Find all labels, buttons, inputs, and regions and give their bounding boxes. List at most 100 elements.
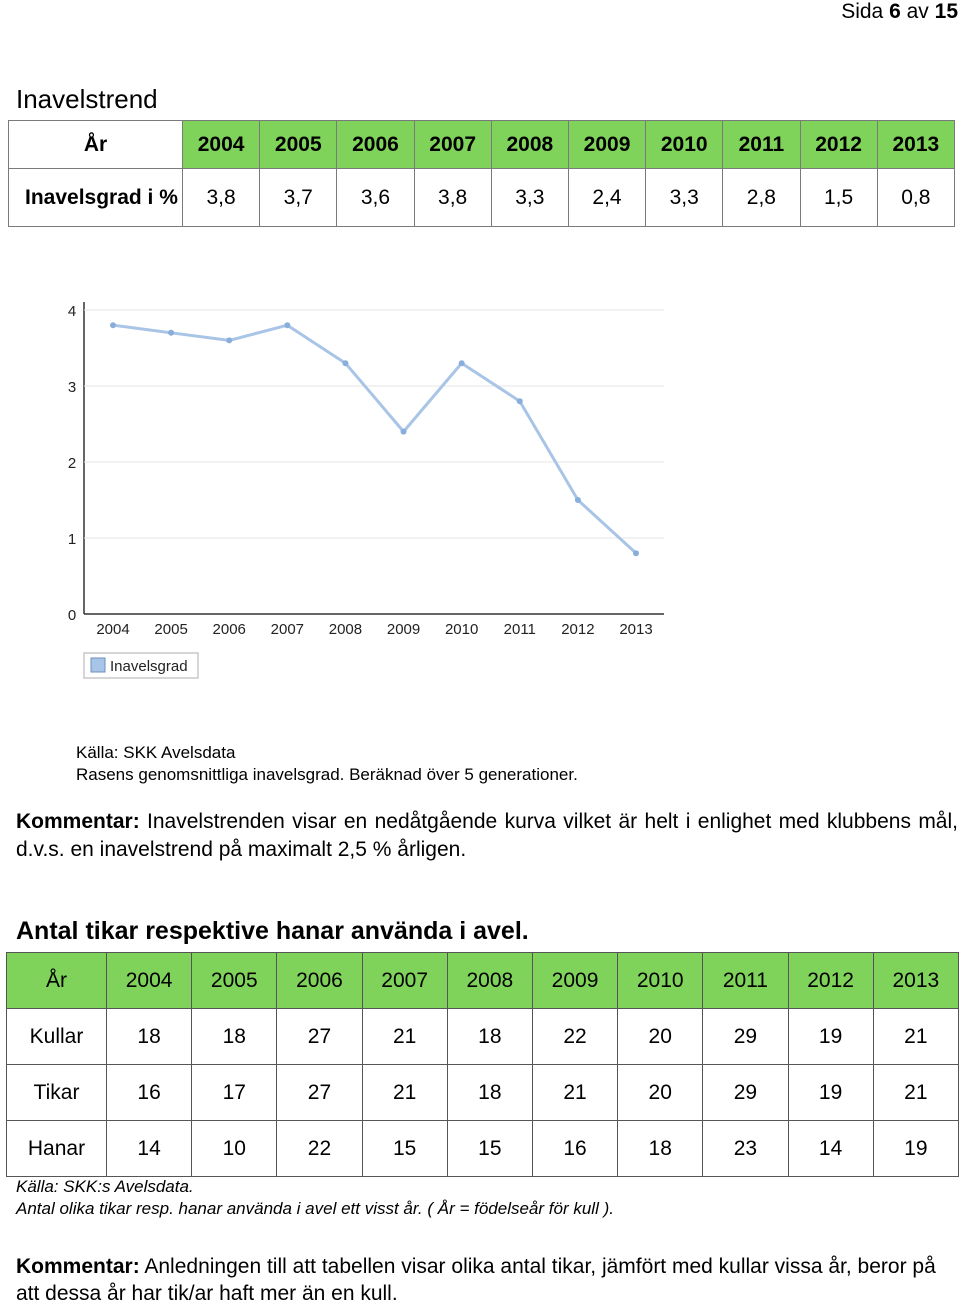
value-cell: 21 [872,1008,960,1065]
inbreeding-value-row: Inavelsgrad i % 3,8 3,7 3,6 3,8 3,3 2,4 3,3 2,8… [8,168,956,227]
comment-1: Kommentar: Inavelstrenden visar en nedåt… [16,808,958,864]
data-point [226,337,233,344]
value-cell: 3,3 [490,168,569,227]
y-tick-label: 0 [68,607,76,624]
value-cell: 18 [446,1064,533,1121]
x-tick-label: 2011 [504,621,536,638]
page-prefix: Sida [841,0,884,23]
data-point [342,360,349,367]
value-cell: 3,8 [181,168,261,227]
y-tick-label: 1 [68,531,76,548]
data-point [516,398,523,405]
page-current: 6 [889,0,901,23]
table-row: Hanar 14 10 22 15 15 16 18 23 14 19 [6,1120,960,1177]
value-cell: 10 [191,1120,278,1177]
data-point [633,550,639,557]
value-cell: 14 [787,1120,874,1177]
year-cell: 2011 [722,120,801,169]
value-cell: 0,8 [876,168,956,227]
source-line: Källa: SKK:s Avelsdata. [16,1177,194,1196]
year-header: År [8,120,183,169]
value-cell: 17 [191,1064,278,1121]
section-title-avel: Antal tikar respektive hanar använda i a… [16,917,529,945]
value-cell: 14 [105,1120,193,1177]
year-cell: 2012 [787,952,874,1009]
value-cell: 21 [872,1064,960,1121]
value-cell: 21 [361,1008,448,1065]
comment-text: Anledningen till att tabellen visar olik… [16,1255,936,1305]
value-cell: 29 [702,1008,789,1065]
value-cell: 27 [276,1064,363,1121]
value-cell: 21 [531,1064,619,1121]
value-cell: 22 [276,1120,363,1177]
series-line [112,323,638,555]
x-tick-label: 2013 [619,621,652,638]
data-point [574,497,581,503]
value-cell: 23 [702,1120,789,1177]
legend-box [83,652,199,679]
year-cell: 2013 [876,120,956,169]
value-cell: 29 [702,1064,789,1121]
value-cell: 20 [617,1064,704,1121]
legend-swatch [90,657,106,673]
data-point [458,360,465,367]
data-point [168,329,175,336]
y-tick-label: 4 [68,303,76,320]
inbreeding-row-label: Inavelsgrad i % [8,168,183,227]
value-cell: 27 [276,1008,363,1065]
breeding-table: År 2004 2005 2006 2007 2008 2009 2010 2011 2012 2… [6,952,960,1177]
value-cell: 2,4 [567,168,647,227]
source-note-1: Källa: SKK Avelsdata Rasens genomsnittli… [76,742,578,786]
x-tick-label: 2005 [154,621,187,638]
year-cell: 2004 [105,952,193,1009]
year-header: År [6,952,107,1009]
year-cell: 2004 [181,120,261,169]
inbreeding-line-chart: 0 1 2 3 4 2004 2005 2006 2007 2008 2009 2010 2011 201… [68,302,664,679]
data-point [110,322,116,329]
value-cell: 2,8 [722,168,801,227]
comment-2: Kommentar: Anledningen till att tabellen… [16,1253,958,1307]
row-label: Kullar [6,1008,107,1065]
source-description: Rasens genomsnittliga inavelsgrad. Beräk… [76,765,578,784]
x-tick-label: 2008 [329,621,362,638]
value-cell: 16 [105,1064,193,1121]
breeding-year-row: År 2004 2005 2006 2007 2008 2009 2010 2011 2012 2… [6,952,960,1009]
page-total: 15 [934,0,958,23]
value-cell: 18 [617,1120,704,1177]
y-tick-label: 2 [68,455,76,472]
source-line: Källa: SKK Avelsdata [76,743,236,762]
value-cell: 15 [446,1120,533,1177]
table-row: Kullar 18 18 27 21 18 22 20 29 19 21 [6,1008,960,1065]
value-cell: 20 [617,1008,704,1065]
value-cell: 3,6 [336,168,415,227]
year-cell: 2005 [191,952,278,1009]
year-cell: 2005 [259,120,338,169]
value-cell: 3,3 [645,168,724,227]
value-cell: 16 [531,1120,619,1177]
year-cell: 2007 [413,120,492,169]
section-title-inavelstrend: Inavelstrend [16,84,158,114]
x-tick-label: 2006 [213,621,246,638]
value-cell: 3,8 [413,168,492,227]
comment-label: Kommentar: [16,1255,140,1278]
value-cell: 18 [446,1008,533,1065]
year-cell: 2007 [361,952,448,1009]
year-cell: 2010 [617,952,704,1009]
value-cell: 18 [105,1008,193,1065]
source-note-2: Källa: SKK:s Avelsdata. Antal olika tika… [16,1176,614,1220]
value-cell: 19 [787,1064,874,1121]
row-label: Hanar [6,1120,107,1177]
x-tick-label: 2010 [445,621,478,638]
year-cell: 2012 [799,120,878,169]
year-cell: 2008 [446,952,533,1009]
comment-text: Inavelstrenden visar en nedåtgående kurv… [16,810,958,861]
inbreeding-year-row: År 2004 2005 2006 2007 2008 2009 2010 2011 2012 2… [8,120,956,169]
table-row: Tikar 16 17 27 21 18 21 20 29 19 21 [6,1064,960,1121]
row-label: Tikar [6,1064,107,1121]
year-cell: 2009 [531,952,619,1009]
x-tick-label: 2004 [96,621,129,638]
value-cell: 18 [191,1008,278,1065]
page-number: Sida 6 av 15 [841,0,958,24]
year-cell: 2006 [336,120,415,169]
value-cell: 21 [361,1064,448,1121]
